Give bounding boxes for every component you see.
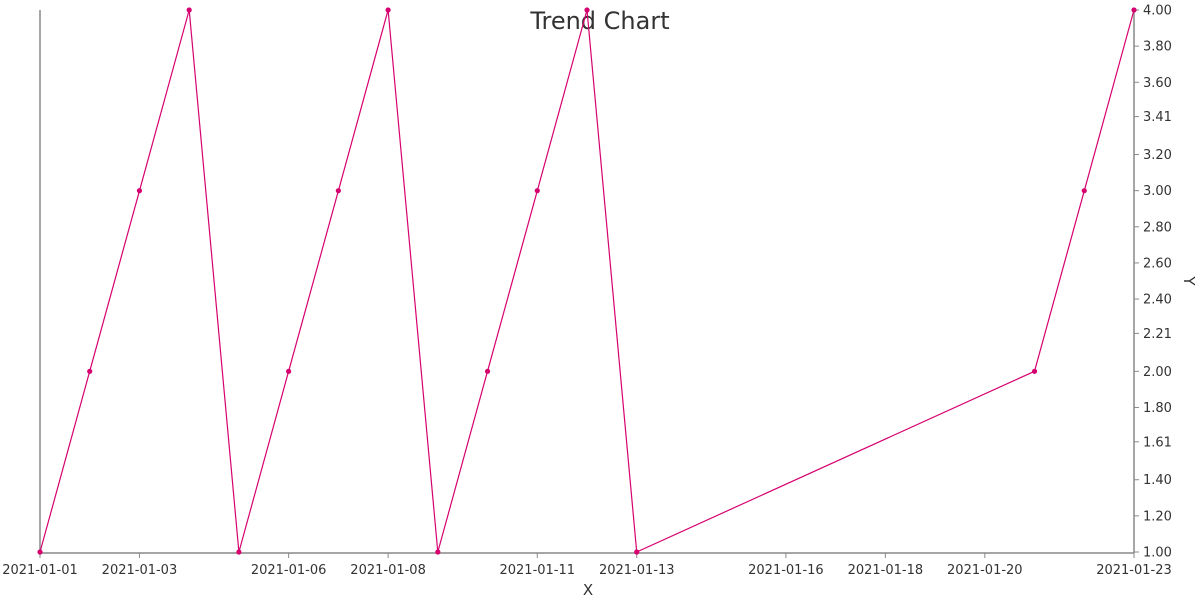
x-tick-label: 2021-01-18 — [848, 563, 924, 578]
y-tick-label: 3.00 — [1143, 184, 1172, 199]
x-tick-label: 2021-01-03 — [102, 563, 178, 578]
data-point — [1131, 7, 1137, 13]
x-tick-label: 2021-01-13 — [599, 563, 675, 578]
data-point — [37, 549, 43, 555]
x-tick-label: 2021-01-06 — [251, 563, 327, 578]
x-tick-label: 2021-01-16 — [748, 563, 824, 578]
y-tick-label: 1.61 — [1143, 435, 1172, 450]
data-points — [37, 7, 1137, 555]
x-tick-label: 2021-01-20 — [947, 563, 1023, 578]
y-tick-label: 2.60 — [1143, 256, 1172, 271]
y-tick-label: 3.60 — [1143, 76, 1172, 91]
y-tick-label: 2.40 — [1143, 293, 1172, 308]
data-point — [286, 368, 292, 374]
y-tick-label: 3.80 — [1143, 40, 1172, 55]
data-point — [484, 368, 491, 374]
y-axis-label: Y — [1180, 275, 1198, 286]
data-point — [1081, 188, 1087, 194]
data-point — [534, 188, 540, 194]
x-tick-label: 2021-01-11 — [499, 563, 575, 578]
x-axis-ticks: 2021-01-01 2021-01-03 2021-01-06 2021-01-08… — [2, 553, 1172, 578]
data-point — [634, 549, 640, 555]
data-point — [236, 549, 242, 555]
y-tick-label: 1.40 — [1143, 473, 1172, 488]
data-point — [136, 188, 143, 194]
y-tick-label: 2.21 — [1143, 327, 1172, 342]
data-point — [335, 188, 341, 194]
chart-title: Trend Chart — [529, 7, 669, 35]
data-point — [87, 368, 93, 374]
y-tick-label: 1.00 — [1143, 546, 1172, 561]
y-tick-label: 2.00 — [1143, 365, 1172, 380]
x-tick-label: 2021-01-23 — [1096, 563, 1172, 578]
data-point — [584, 7, 590, 13]
x-tick-label: 2021-01-08 — [350, 563, 426, 578]
y-tick-label: 1.80 — [1143, 401, 1172, 416]
data-point — [385, 7, 391, 13]
x-tick-label: 2021-01-01 — [2, 563, 78, 578]
data-point — [186, 7, 192, 13]
series-line — [39, 9, 1135, 553]
y-tick-label: 3.41 — [1143, 110, 1172, 125]
data-point — [1031, 368, 1038, 374]
x-axis-label: X — [583, 581, 593, 599]
y-tick-label: 2.80 — [1143, 220, 1172, 235]
y-tick-label: 1.20 — [1143, 509, 1172, 524]
data-point — [435, 549, 441, 555]
y-axis-ticks: 1.00 1.20 1.40 1.61 1.80 2.00 2.21 2.40 2.60 2.80… — [1134, 4, 1172, 561]
y-tick-label: 3.20 — [1143, 148, 1172, 163]
y-tick-label: 4.00 — [1143, 4, 1172, 19]
